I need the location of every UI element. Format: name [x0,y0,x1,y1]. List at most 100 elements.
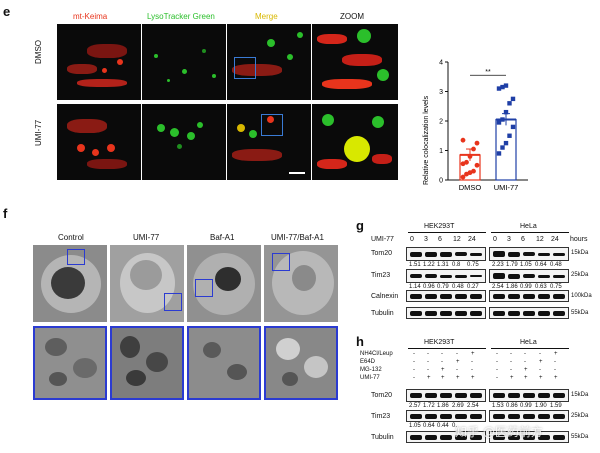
h-quant-hek-0-2: 1.86 [437,403,449,409]
h-band-hek-0-1 [425,393,437,398]
image-zoom-umi77 [312,104,398,180]
h-band-hek-2-0 [410,434,422,440]
colocalization-chart: Relative colocalization levels 0 1 2 3 4 DMSO… [423,60,528,192]
g-quant-hela-0-3: 0.64 [535,262,547,268]
h-mark-hela-3-3: + [539,375,543,381]
g-band-hek-0-0 [410,251,422,257]
chart-xtick-label-0: DMSO [459,183,482,192]
g-timepoint-hela-2: 6 [521,236,525,243]
h-marker-0: 15kDa [571,392,589,398]
h-mark-hela-2-0: - [496,367,498,373]
g-band-hela-1-4 [553,274,565,278]
h-mark-hek-3-1: + [427,375,431,381]
em-col-umi77: UMI-77 [133,233,160,242]
h-quant-hek-1-1: 0.64 [423,423,435,429]
image-mtkeima-umi77 [57,104,141,180]
g-blot-hek-2 [406,290,486,302]
g-band-hela-0-4 [553,252,565,256]
g-quant-hek-0-0: 1.51 [409,262,421,268]
g-timepoint-hek-2: 6 [438,236,442,243]
em-col-bafa1: Baf-A1 [210,233,235,242]
g-marker-3: 55kDa [571,310,589,316]
chart-point-1-5 [496,120,502,125]
g-band-hek-1-4 [470,275,482,277]
h-mark-hek-3-3: + [456,375,460,381]
g-marker-1: 25kDa [571,272,589,278]
h-band-hela-2-3 [538,434,550,440]
g-band-hek-3-3 [455,310,467,316]
g-band-hek-0-4 [470,252,482,256]
chart-point-0-3 [471,168,476,174]
g-quant-hek-1-2: 0.79 [437,284,449,290]
row-label-dmso: DMSO [34,40,43,64]
h-quant-hela-0-2: 0.99 [520,403,532,409]
h-blot-hek-1 [406,410,486,422]
g-band-hela-1-2 [523,274,535,278]
g-marker-2: 100kDa [571,293,592,299]
g-cellline-hela: HeLa [520,223,537,230]
h-band-hek-0-4 [470,393,482,398]
chart-ylabel: Relative colocalization levels [423,95,430,185]
g-quant-hek-0-1: 1.22 [423,262,435,268]
g-band-hela-1-1 [508,273,520,279]
h-band-hela-0-1 [508,393,520,398]
h-condition-label-2: MG-132 [360,367,382,373]
h-quant-hela-0-4: 1.59 [550,403,562,409]
h-mark-hela-2-4: - [554,367,556,373]
h-quant-hela-0-0: 1.53 [492,403,504,409]
h-mark-hela-0-0: - [496,351,498,357]
g-band-hek-3-0 [410,310,422,316]
h-band-hek-1-3 [455,413,467,419]
g-band-hek-1-3 [455,274,467,278]
g-band-hek-2-2 [440,293,452,299]
chart-point-1-9 [510,96,516,102]
g-timepoint-hek-0: 0 [410,236,414,243]
h-mark-hela-2-2: + [524,367,528,373]
g-blot-hek-0 [406,247,486,261]
g-band-hela-3-4 [553,310,565,316]
panel-h-label: h [356,334,364,349]
watermark: 知乎 @医药前方 [455,425,543,439]
h-mark-hek-3-4: + [471,375,475,381]
image-lysotracker-dmso [142,24,226,100]
h-mark-hela-3-1: + [510,375,514,381]
h-quant-hela-0-1: 0.86 [506,403,518,409]
g-band-hela-0-0 [493,251,505,257]
g-quant-hek-1-3: 0.48 [452,284,464,290]
zoom-box-umi77 [261,114,283,136]
g-quant-hek-1-1: 0.96 [423,284,435,290]
h-mark-hek-0-2: - [441,351,443,357]
chart-point-1-4 [510,124,516,130]
h-band-hek-2-1 [425,434,437,440]
h-mark-hek-0-3: - [456,351,458,357]
g-band-hela-3-1 [508,310,520,316]
g-band-hela-0-3 [538,252,550,256]
g-quant-hela-1-3: 0.63 [535,284,547,290]
g-band-hek-2-1 [425,293,437,299]
h-mark-hek-2-3: - [456,367,458,373]
g-blot-hela-0 [489,247,569,261]
h-condition-label-1: E64D [360,359,376,365]
chart-point-0-7 [467,154,473,159]
g-timepoint-hela-1: 3 [507,236,511,243]
h-mark-hek-2-0: - [413,367,415,373]
chart-ytick-label-1: 1 [439,148,443,155]
h-mark-hela-3-0: - [496,375,498,381]
g-band-hela-2-1 [508,293,520,299]
h-band-hela-0-0 [493,393,505,398]
g-row-label-2: Calnexin [371,293,399,300]
h-band-hek-0-2 [440,393,452,398]
g-treatment-label: UMI-77 [371,236,394,243]
h-mark-hela-0-2: - [524,351,526,357]
g-quant-hek-0-2: 1.31 [437,262,449,268]
g-band-hela-2-3 [538,293,550,299]
chart-point-1-12 [503,83,509,88]
h-mark-hela-0-1: - [510,351,512,357]
em-col-umi77-bafa1: UMI-77/Baf-A1 [271,233,324,242]
em-zoom-umi77 [110,326,184,400]
chart-xtick-label-1: UMI-77 [494,183,519,192]
h-row-label-0: Tom20 [371,392,393,399]
g-band-hela-0-2 [523,252,535,256]
g-blot-hek-1 [406,269,486,283]
h-condition-label-3: UMI-77 [360,375,380,381]
